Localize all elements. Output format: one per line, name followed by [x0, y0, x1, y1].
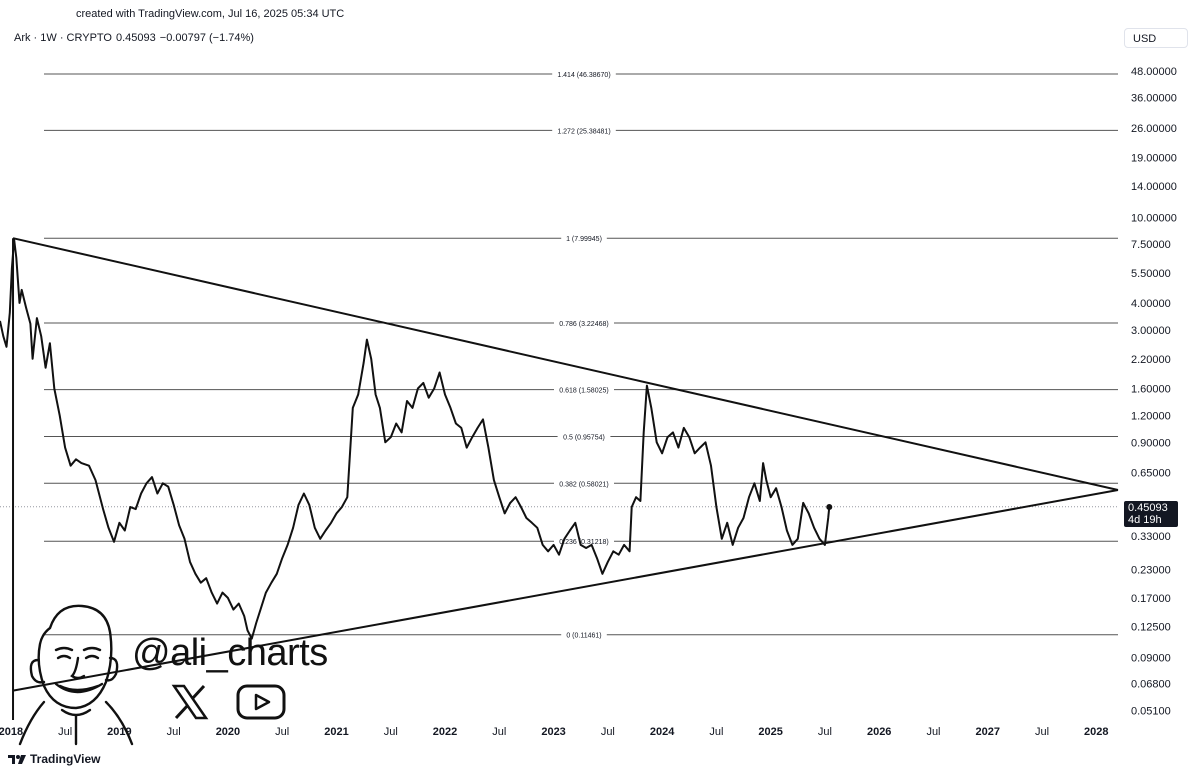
last-price: 0.45093 — [116, 32, 156, 44]
x-tick-label: Jul — [384, 726, 398, 738]
credit-text: created with TradingView.com, Jul 16, 20… — [76, 8, 345, 20]
footer-brand: TradingView — [8, 752, 100, 766]
y-tick-label: 14.00000 — [1131, 181, 1177, 193]
tradingview-logo-icon — [8, 755, 26, 764]
y-tick-label: 7.50000 — [1131, 239, 1171, 251]
y-tick-label: 0.05100 — [1131, 705, 1171, 717]
price-series — [0, 238, 833, 640]
y-tick-label: 3.00000 — [1131, 325, 1171, 337]
y-tick-label: 0.12500 — [1131, 622, 1171, 634]
price-change: −0.00797 (−1.74%) — [159, 32, 254, 44]
fib-label: 1 (7.99945) — [566, 236, 602, 243]
x-tick-label: 2026 — [867, 726, 891, 738]
y-tick-label: 0.90000 — [1131, 437, 1171, 449]
current-price-value: 0.45093 — [1128, 501, 1168, 514]
fib-label: 1.414 (46.38670) — [557, 72, 610, 79]
fib-label: 0.618 (1.58025) — [559, 388, 608, 395]
fib-label: 0 (0.11461) — [566, 633, 601, 640]
triangle-pattern — [12, 237, 1119, 720]
x-tick-label: 2028 — [1084, 726, 1108, 738]
y-tick-label: 0.17000 — [1131, 593, 1171, 605]
fib-label-bg — [561, 233, 607, 244]
fib-levels: 1.414 (46.38670) 1.272 (25.38481) 1 (7.999… — [0, 69, 1118, 640]
x-tick-label: 2024 — [650, 726, 675, 738]
y-tick-label: 10.00000 — [1131, 212, 1177, 224]
fib-label: 0.5 (0.95754) — [563, 434, 605, 441]
y-tick-label: 0.33000 — [1131, 531, 1171, 543]
x-tick-label: 2021 — [324, 726, 348, 738]
x-logo-icon — [171, 684, 209, 720]
avatar-caricature — [18, 604, 134, 746]
fib-label: 0.382 (0.58021) — [559, 481, 608, 488]
y-tick-label: 48.00000 — [1131, 66, 1177, 78]
x-tick-label: 2023 — [541, 726, 565, 738]
triangle-upper-line — [12, 237, 1119, 491]
triangle-lower-line — [12, 488, 1119, 692]
y-tick-label: 4.00000 — [1131, 298, 1171, 310]
y-tick-label: 0.09000 — [1131, 652, 1171, 664]
fib-label-bg — [554, 318, 614, 329]
x-tick-label: Jul — [1035, 726, 1049, 738]
x-tick-label: 2020 — [216, 726, 240, 738]
y-tick-label: 36.00000 — [1131, 93, 1177, 105]
x-axis: 2018 Jul 2019 Jul 2020 Jul 2021 Jul 2022 Jul 2023 J… — [0, 726, 1109, 738]
price-line — [0, 238, 831, 640]
bar-countdown: 4d 19h — [1128, 513, 1162, 526]
x-tick-label: Jul — [275, 726, 289, 738]
y-tick-label: 1.20000 — [1131, 410, 1171, 422]
symbol-info: Ark · 1W · CRYPTO 0.45093 −0.00797 (−1.74%… — [14, 32, 258, 44]
y-tick-label: 0.23000 — [1131, 565, 1171, 577]
youtube-logo-icon — [236, 684, 286, 720]
fib-label: 1.272 (25.38481) — [557, 128, 610, 135]
fib-label-bg — [554, 478, 614, 489]
social-handle: @ali_charts — [132, 632, 328, 674]
x-tick-label: Jul — [58, 726, 72, 738]
fib-label-bg — [552, 125, 616, 136]
x-tick-label: Jul — [926, 726, 940, 738]
y-tick-label: 26.00000 — [1131, 123, 1177, 135]
fib-label-bg — [554, 536, 614, 547]
x-tick-label: 2025 — [758, 726, 782, 738]
y-tick-label: 5.50000 — [1131, 268, 1171, 280]
symbol-name: Ark · 1W · CRYPTO — [14, 32, 112, 44]
fib-label-bg — [561, 629, 607, 640]
x-tick-label: 2018 — [0, 726, 23, 738]
y-tick-label: 1.60000 — [1131, 384, 1171, 396]
footer-brand-text: TradingView — [30, 752, 101, 766]
last-price-dot — [826, 503, 833, 510]
x-tick-label: Jul — [167, 726, 181, 738]
fib-label: 0.786 (3.22468) — [559, 321, 608, 328]
y-tick-label: 0.65000 — [1131, 468, 1171, 480]
currency-selector[interactable]: USD — [1124, 28, 1188, 48]
fib-label: 0.236 (0.31218) — [559, 539, 608, 546]
fib-label-bg — [552, 69, 616, 80]
fib-label-bg — [557, 431, 611, 442]
y-tick-label: 2.20000 — [1131, 354, 1171, 366]
y-tick-label: 0.06800 — [1131, 678, 1171, 690]
x-tick-label: 2027 — [976, 726, 1000, 738]
y-tick-label: 19.00000 — [1131, 152, 1177, 164]
x-tick-label: 2022 — [433, 726, 457, 738]
y-axis: 48.00000 36.00000 26.00000 19.00000 14.00000… — [1131, 66, 1177, 718]
x-tick-label: Jul — [709, 726, 723, 738]
x-tick-label: Jul — [818, 726, 832, 738]
x-tick-label: Jul — [601, 726, 615, 738]
current-price-tag: 0.45093 4d 19h — [1124, 500, 1178, 527]
x-tick-label: Jul — [492, 726, 506, 738]
fib-label-bg — [554, 384, 614, 395]
